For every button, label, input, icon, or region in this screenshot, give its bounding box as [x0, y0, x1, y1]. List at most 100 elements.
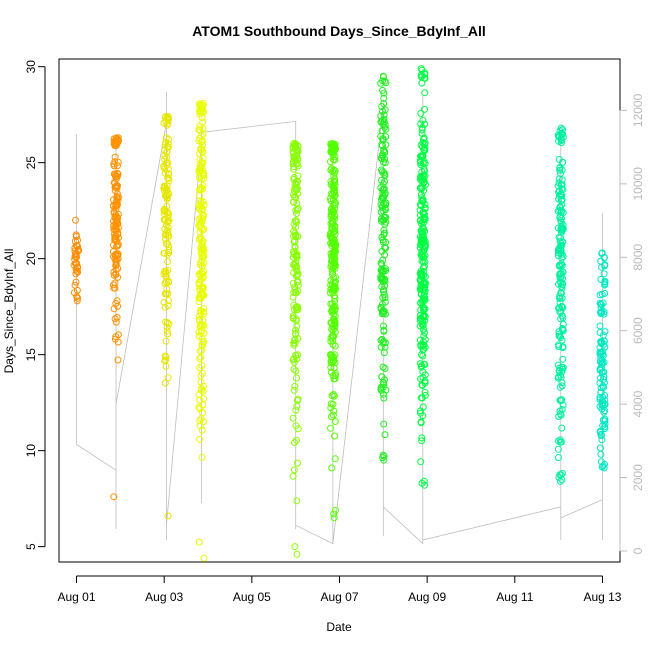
data-point [596, 393, 604, 401]
data-point [598, 369, 606, 376]
data-point [382, 213, 390, 221]
data-point [557, 371, 564, 379]
data-point [161, 152, 169, 160]
data-point [380, 390, 387, 398]
data-point [328, 217, 336, 225]
data-point [596, 444, 604, 452]
data-point [331, 328, 339, 336]
data-point [161, 352, 169, 360]
data-point [200, 554, 208, 562]
y-axis-label: Days_Since_BdyInf_All [2, 249, 16, 374]
data-point [111, 183, 119, 191]
data-point [557, 224, 565, 232]
data-point [601, 281, 609, 289]
data-point [331, 156, 338, 164]
data-point [558, 215, 565, 222]
data-point [556, 164, 564, 172]
data-point [417, 109, 425, 117]
data-point [555, 261, 563, 269]
data-point [417, 394, 425, 402]
data-point [71, 260, 79, 268]
data-point [294, 178, 302, 186]
data-point [164, 266, 172, 274]
data-point [160, 187, 168, 194]
data-point [200, 259, 208, 267]
data-point [198, 342, 206, 350]
data-point [294, 270, 302, 278]
chart-title: ATOM1 Southbound Days_Since_BdyInf_All [192, 23, 486, 39]
data-point [164, 290, 172, 298]
data-point [380, 452, 388, 460]
data-point [331, 192, 339, 199]
data-point [378, 217, 385, 225]
data-point [331, 201, 339, 209]
data-point [330, 184, 338, 192]
data-point [331, 175, 339, 183]
data-point [165, 170, 173, 178]
data-point [195, 403, 203, 411]
data-point [379, 454, 387, 462]
data-point [293, 374, 300, 382]
data-point [600, 383, 608, 391]
data-point [421, 280, 429, 288]
data-point [198, 250, 206, 258]
data-point [328, 464, 336, 472]
y-tick-label: 10 [24, 444, 38, 458]
data-point [327, 166, 335, 174]
data-point [199, 273, 207, 281]
data-point [199, 387, 207, 395]
data-point [601, 392, 609, 399]
data-point [558, 406, 566, 413]
data-point [556, 299, 564, 307]
data-point [290, 365, 298, 373]
data-point [421, 74, 429, 82]
data-point [197, 132, 205, 140]
data-point [164, 159, 172, 167]
data-point [113, 162, 121, 170]
data-point [290, 337, 298, 344]
data-point [555, 343, 563, 350]
data-point [292, 406, 300, 414]
data-point [380, 322, 387, 330]
y-tick-label: 20 [24, 252, 38, 266]
data-point [419, 381, 426, 389]
data-point [421, 262, 428, 270]
data-point [115, 137, 122, 145]
data-point [331, 432, 339, 440]
data-point [420, 296, 428, 304]
data-point [418, 479, 426, 487]
data-point [197, 146, 205, 154]
data-point [419, 325, 427, 333]
data-point [73, 253, 81, 261]
data-point [74, 294, 82, 302]
data-point [163, 227, 171, 235]
cluster-3 [160, 113, 173, 520]
data-point [290, 174, 298, 181]
data-point [556, 238, 564, 245]
data-point [112, 171, 119, 179]
data-point [380, 420, 388, 428]
data-point [331, 286, 339, 294]
data-point [420, 345, 428, 353]
secondary-y-axis: 0 2000 4000 6000 8000 10000 12000 [619, 93, 645, 554]
data-point [165, 278, 173, 286]
data-point [377, 385, 385, 393]
data-point [556, 274, 564, 282]
data-point [329, 183, 337, 191]
trace-line [76, 92, 603, 545]
cluster-5 [289, 140, 302, 558]
data-point [379, 308, 386, 316]
data-point [111, 315, 119, 323]
data-point [380, 326, 388, 334]
data-point [112, 220, 120, 228]
data-point [164, 250, 172, 258]
data-point [330, 375, 338, 383]
data-point [417, 191, 425, 199]
data-point [293, 322, 301, 330]
data-point [196, 364, 204, 372]
data-point [554, 454, 562, 461]
data-point [556, 187, 563, 195]
data-point [165, 175, 173, 182]
data-point [195, 538, 203, 546]
data-point [418, 231, 426, 239]
